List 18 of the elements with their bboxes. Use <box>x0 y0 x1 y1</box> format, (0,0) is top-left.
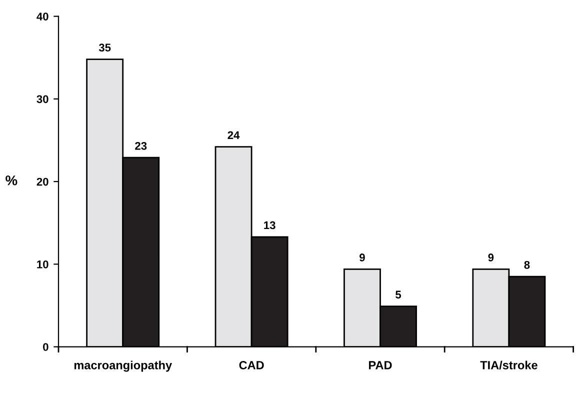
y-tick-label: 20 <box>36 178 48 186</box>
data-label: 9 <box>488 254 494 262</box>
data-label: 23 <box>135 142 147 150</box>
data-label: 5 <box>396 290 402 299</box>
data-label: 8 <box>524 260 530 269</box>
y-axis-title: % <box>6 175 18 186</box>
x-tick-label: CAD <box>239 361 264 370</box>
data-label: 9 <box>360 254 365 262</box>
y-tick-label: 40 <box>36 12 48 20</box>
y-tick-label: 10 <box>37 260 48 268</box>
data-label: 13 <box>264 221 276 230</box>
x-tick-label: macroangiopathy <box>74 360 172 372</box>
x-tick-label: PAD <box>369 361 392 370</box>
y-tick-label: 0 <box>43 343 48 351</box>
data-label: 35 <box>98 44 111 52</box>
data-label: 24 <box>228 131 240 139</box>
x-tick-label: TIA/stroke <box>480 360 538 370</box>
y-tick-label: 30 <box>36 95 48 104</box>
